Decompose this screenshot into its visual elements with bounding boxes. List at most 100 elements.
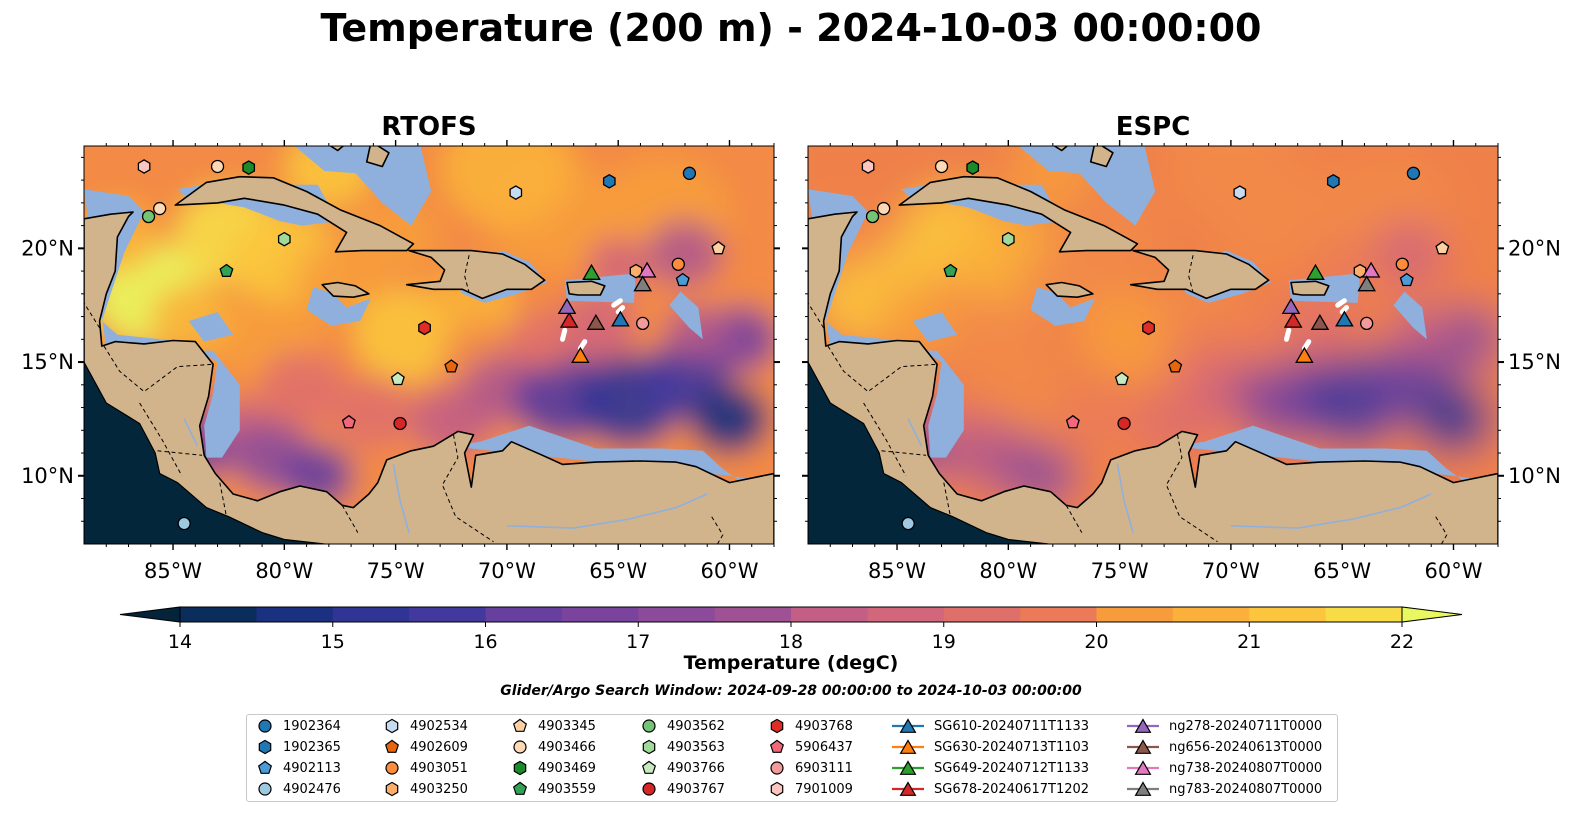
land-masses <box>84 146 774 544</box>
colorbar-bin <box>485 607 563 622</box>
legend-label: ng278-20240711T0000 <box>1169 718 1323 734</box>
argo-float-marker <box>1001 231 1015 247</box>
triangle-marker-icon <box>892 760 924 775</box>
longitude-tick-label: 75°W <box>367 559 425 583</box>
argo-float-marker <box>1065 414 1080 429</box>
argo-float-marker <box>393 416 407 431</box>
longitude-tick-label: 70°W <box>1202 559 1260 583</box>
legend-label: 7901009 <box>795 781 853 797</box>
colorbar-bin <box>1172 607 1250 622</box>
legend-entry: 1902364 <box>255 716 341 736</box>
glider-marker <box>1295 346 1314 363</box>
pentagon-marker-icon <box>641 760 657 774</box>
circle-marker-icon <box>258 782 272 796</box>
legend-entry: 4903559 <box>510 779 596 799</box>
longitude-tick-label: 65°W <box>1313 559 1371 583</box>
legend-label: 4903051 <box>410 760 468 776</box>
pentagon-marker-icon <box>384 739 400 753</box>
colorbar-bin <box>1020 607 1097 622</box>
glider-marker <box>611 310 630 327</box>
glider-marker <box>1310 313 1330 330</box>
triangle-marker-icon <box>1127 760 1159 775</box>
legend-entry: 4903767 <box>639 779 725 799</box>
legend-label: SG678-20240617T1202 <box>934 781 1090 797</box>
legend-label: ng783-20240807T0000 <box>1169 781 1323 797</box>
glider-marker <box>633 275 653 292</box>
glider-marker <box>557 297 577 315</box>
espc-map-frame <box>807 145 1499 545</box>
legend: 1902364 1902365 4902113 4902476 4902534 49026… <box>246 714 1338 802</box>
legend-entry: 4903766 <box>639 758 725 778</box>
colorbar-tick-label: 17 <box>626 631 650 653</box>
country-borders <box>808 255 1448 544</box>
triangle-marker-icon <box>1127 718 1159 733</box>
legend-entry: SG649-20240712T1133 <box>890 758 1089 778</box>
argo-float-marker <box>877 201 891 216</box>
hexagon-marker-icon <box>642 739 656 755</box>
argo-float-marker <box>153 201 167 216</box>
colorbar-tick-label: 20 <box>1084 631 1108 653</box>
argo-float-marker <box>682 166 697 180</box>
legend-entry: SG610-20240711T1133 <box>890 716 1089 736</box>
colorbar-tick-label: 16 <box>473 631 497 653</box>
hexagon-marker-icon <box>385 718 399 734</box>
longitude-tick-label: 60°W <box>700 559 758 583</box>
colorbar-bin <box>409 607 486 622</box>
colorbar-tick-label: 22 <box>1390 631 1414 653</box>
colorbar-bin <box>867 607 945 622</box>
argo-float-marker <box>141 209 156 224</box>
argo-float-marker <box>966 160 980 175</box>
circle-marker-icon <box>642 719 656 733</box>
colorbar-bin <box>791 607 868 622</box>
legend-entry: 4903469 <box>510 758 596 778</box>
colorbar-bin <box>1249 607 1327 622</box>
argo-float-marker <box>444 359 459 373</box>
pentagon-marker-icon <box>257 760 273 774</box>
argo-float-marker <box>341 414 356 429</box>
rtofs-map-panel <box>84 146 774 544</box>
triangle-marker-icon <box>892 739 924 754</box>
legend-entry: 4902609 <box>382 737 468 757</box>
legend-entry: 4903562 <box>639 716 725 736</box>
observation-markers <box>861 159 1450 531</box>
argo-float-marker <box>219 263 234 278</box>
glider-marker <box>637 261 657 278</box>
legend-entry: SG630-20240713T1103 <box>890 737 1089 757</box>
legend-label: ng656-20240613T0000 <box>1169 739 1323 755</box>
colorbar-bin <box>561 607 639 622</box>
argo-float-marker <box>1117 416 1131 431</box>
colorbar-extend-low <box>119 606 181 623</box>
legend-label: 4902534 <box>410 718 468 734</box>
circle-marker-icon <box>770 761 784 775</box>
rtofs-axis-ticks: 85°W 80°W 75°W 70°W 65°W 60°W 20°N 15°N 10°N <box>21 140 780 583</box>
legend-entry: ng656-20240613T0000 <box>1125 737 1322 757</box>
legend-label: SG630-20240713T1103 <box>934 739 1090 755</box>
longitude-tick-label: 65°W <box>589 559 647 583</box>
argo-float-marker <box>509 185 523 200</box>
colorbar: 14 15 16 17 18 19 20 21 22 <box>119 606 1463 653</box>
latitude-tick-label: 20°N <box>1508 236 1561 260</box>
argo-float-marker <box>390 371 405 386</box>
argo-float-marker <box>1326 173 1340 189</box>
triangle-marker-icon <box>1127 781 1159 796</box>
circle-marker-icon <box>642 782 656 796</box>
legend-entry: 6903111 <box>767 758 853 778</box>
longitude-tick-label: 60°W <box>1424 559 1482 583</box>
legend-label: 4903768 <box>795 718 853 734</box>
colorbar-bin <box>1096 607 1174 622</box>
glider-marker <box>1281 297 1301 315</box>
colorbar-tick-label: 14 <box>168 631 192 653</box>
argo-float-marker <box>1233 185 1247 200</box>
argo-float-marker <box>861 159 875 174</box>
legend-label: 4903466 <box>538 739 596 755</box>
longitude-tick-label: 85°W <box>868 559 926 583</box>
observation-markers <box>137 159 726 531</box>
circle-marker-icon <box>513 740 527 754</box>
colorbar-bin <box>943 607 1021 622</box>
glider-tracks <box>560 298 626 351</box>
argo-float-marker <box>1406 166 1421 180</box>
glider-tracks <box>1284 298 1350 351</box>
argo-float-marker <box>418 320 431 336</box>
legend-entry: 4902534 <box>382 716 468 736</box>
